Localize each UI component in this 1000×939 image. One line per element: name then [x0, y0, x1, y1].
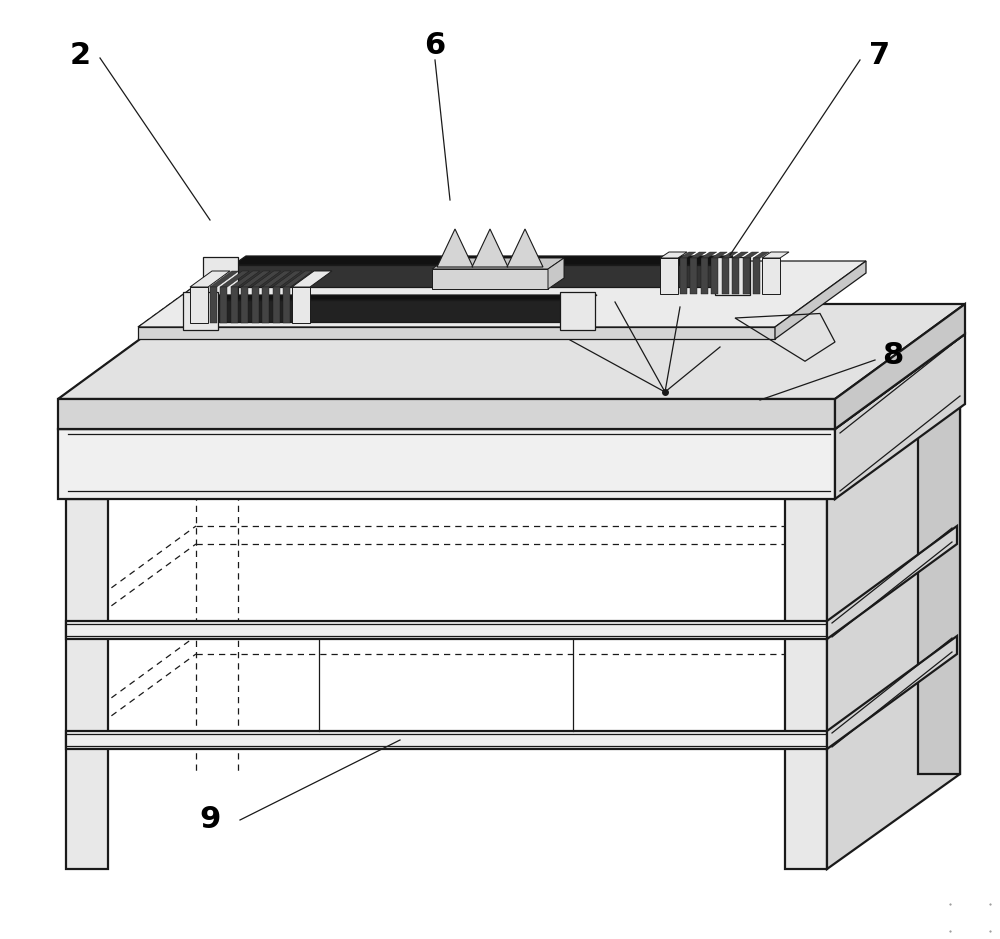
Polygon shape	[210, 287, 217, 323]
Polygon shape	[660, 258, 678, 294]
Polygon shape	[66, 731, 827, 749]
Polygon shape	[732, 258, 739, 294]
Polygon shape	[827, 636, 957, 749]
Polygon shape	[715, 257, 750, 295]
Polygon shape	[203, 257, 238, 295]
Polygon shape	[66, 621, 827, 639]
Polygon shape	[690, 258, 697, 294]
Polygon shape	[273, 287, 280, 323]
Polygon shape	[701, 252, 717, 258]
Polygon shape	[560, 292, 595, 330]
Polygon shape	[273, 271, 302, 287]
Polygon shape	[210, 271, 239, 287]
Polygon shape	[241, 287, 248, 323]
Polygon shape	[711, 258, 718, 294]
Polygon shape	[827, 404, 960, 869]
Text: 7: 7	[869, 40, 891, 69]
Polygon shape	[835, 334, 965, 499]
Polygon shape	[785, 499, 827, 869]
Text: 6: 6	[424, 30, 446, 59]
Polygon shape	[241, 271, 270, 287]
Polygon shape	[58, 304, 965, 399]
Polygon shape	[732, 252, 748, 258]
Text: 9: 9	[199, 806, 221, 835]
Text: 8: 8	[882, 341, 904, 370]
Polygon shape	[231, 271, 260, 287]
Polygon shape	[835, 304, 965, 429]
Polygon shape	[507, 229, 543, 267]
Polygon shape	[188, 300, 590, 322]
Polygon shape	[762, 252, 789, 258]
Polygon shape	[701, 258, 708, 294]
Polygon shape	[827, 526, 957, 639]
Polygon shape	[58, 334, 965, 429]
Polygon shape	[220, 287, 227, 323]
Polygon shape	[753, 258, 760, 294]
Polygon shape	[660, 252, 687, 258]
Polygon shape	[743, 258, 750, 294]
Polygon shape	[432, 269, 548, 289]
Polygon shape	[722, 252, 738, 258]
Polygon shape	[711, 252, 727, 258]
Polygon shape	[190, 271, 230, 287]
Polygon shape	[753, 252, 769, 258]
Polygon shape	[233, 265, 720, 287]
Polygon shape	[58, 429, 835, 499]
Polygon shape	[472, 229, 508, 267]
Polygon shape	[58, 399, 835, 429]
Polygon shape	[918, 404, 960, 774]
Polygon shape	[233, 256, 733, 265]
Polygon shape	[188, 295, 597, 300]
Polygon shape	[66, 499, 108, 869]
Polygon shape	[138, 327, 775, 339]
Polygon shape	[722, 258, 729, 294]
Polygon shape	[220, 271, 249, 287]
Polygon shape	[262, 287, 269, 323]
Polygon shape	[437, 229, 473, 267]
Polygon shape	[283, 287, 290, 323]
Polygon shape	[743, 252, 759, 258]
Polygon shape	[775, 261, 866, 339]
Polygon shape	[432, 258, 564, 269]
Polygon shape	[292, 287, 310, 323]
Polygon shape	[548, 258, 564, 289]
Polygon shape	[231, 287, 238, 323]
Polygon shape	[138, 261, 866, 327]
Polygon shape	[680, 252, 696, 258]
Polygon shape	[690, 252, 706, 258]
Polygon shape	[190, 287, 208, 323]
Text: 2: 2	[69, 40, 91, 69]
Polygon shape	[183, 292, 218, 330]
Polygon shape	[292, 271, 332, 287]
Polygon shape	[252, 271, 281, 287]
Polygon shape	[283, 271, 312, 287]
Polygon shape	[262, 271, 291, 287]
Polygon shape	[252, 287, 259, 323]
Polygon shape	[762, 258, 780, 294]
Polygon shape	[680, 258, 687, 294]
